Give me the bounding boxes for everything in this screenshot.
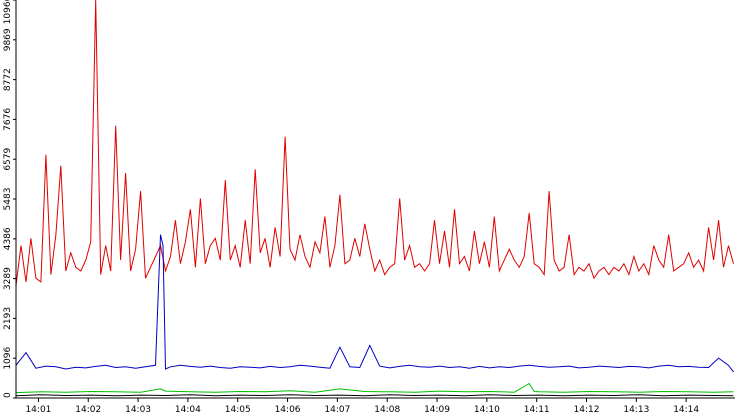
y-tick-label: 8772 — [3, 68, 13, 91]
x-axis: 14:01 14:02 14:03 14:04 14:05 14:06 14:07 14:08… — [16, 397, 735, 415]
y-tick-label: 5483 — [3, 188, 13, 211]
x-tick-label: 14:09 — [424, 405, 450, 415]
x-tick-label: 14:07 — [324, 405, 350, 415]
x-tick-label: 14:04 — [175, 405, 201, 415]
series-line-4 — [15, 394, 734, 397]
x-tick-label: 14:01 — [25, 405, 51, 415]
y-tick-label: 6579 — [3, 147, 13, 170]
x-tick-label: 14:14 — [673, 405, 699, 415]
y-tick-label: 7676 — [3, 108, 13, 131]
y-tick-label: 3289 — [3, 267, 13, 290]
y-tick-label: 2193 — [3, 307, 13, 330]
y-tick-label: 4386 — [3, 227, 13, 250]
x-tick-label: 14:11 — [524, 405, 550, 415]
x-tick-label: 14:03 — [125, 405, 151, 415]
series-line-1 — [15, 0, 734, 286]
x-tick-label: 14:10 — [474, 405, 500, 415]
x-tick-label: 14:08 — [374, 405, 400, 415]
x-tick-label: 14:13 — [623, 405, 649, 415]
x-tick-label: 14:02 — [75, 405, 101, 415]
x-tick-label: 14:12 — [574, 405, 600, 415]
series-line-2 — [15, 234, 734, 373]
y-tick-label: 1096 — [3, 346, 13, 369]
y-axis: 0 1096 2193 3289 4386 5483 6579 7676 8772 9869 109… — [3, 0, 17, 399]
x-tick-label: 14:05 — [225, 405, 251, 415]
series-layer — [15, 0, 734, 397]
y-tick-label: 9869 — [3, 28, 13, 51]
x-tick-label: 14:06 — [275, 405, 301, 415]
series-line-3 — [15, 382, 734, 394]
y-tick-label: 10966 — [3, 0, 13, 24]
y-tick-label: 0 — [3, 392, 13, 398]
